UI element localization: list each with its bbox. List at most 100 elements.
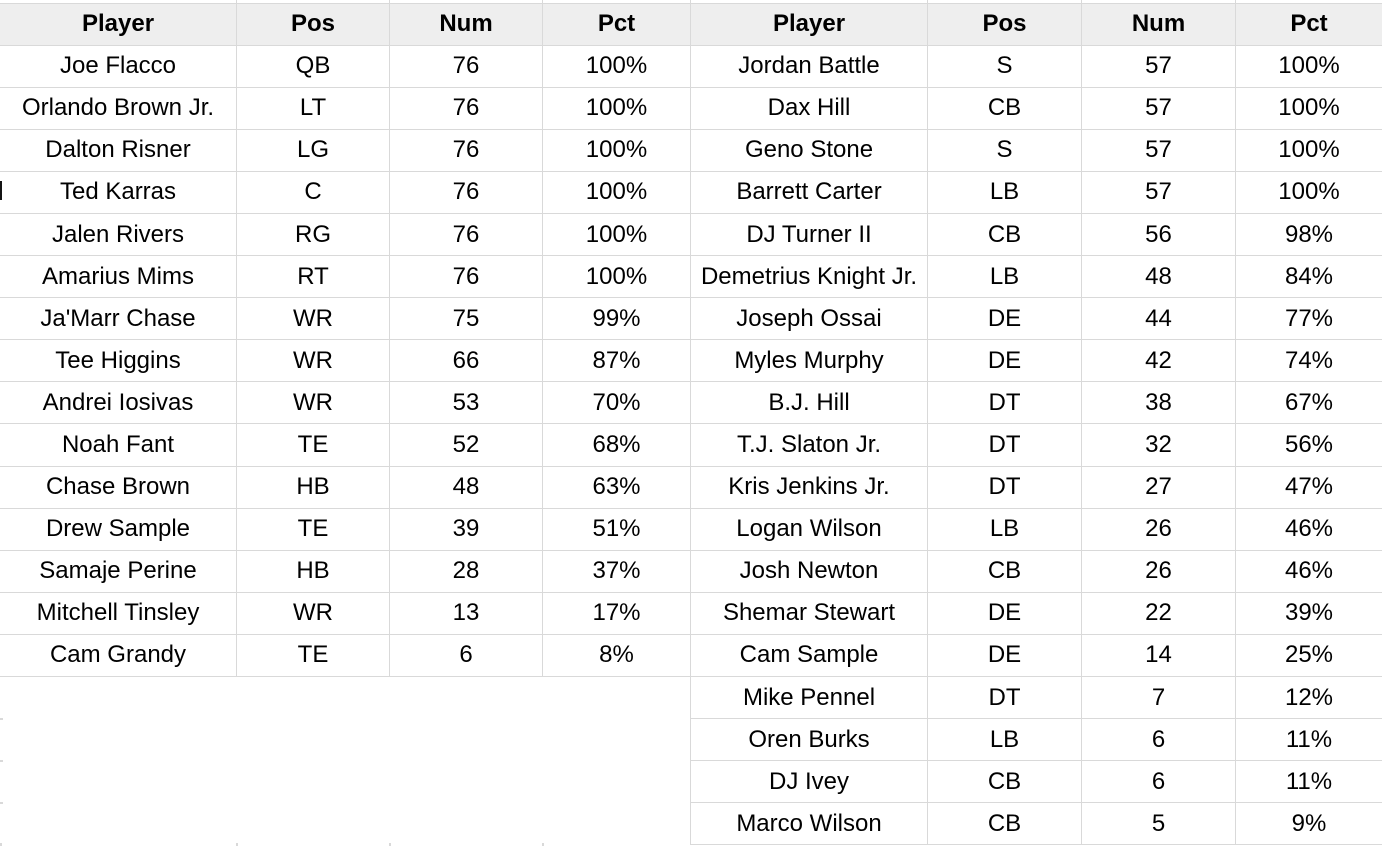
pct-cell[interactable]: 9% xyxy=(1291,809,1327,837)
pos-cell[interactable]: WR xyxy=(237,298,390,340)
pct-cell[interactable]: 46% xyxy=(1284,557,1334,585)
player-cell[interactable]: Tee Higgins xyxy=(0,340,237,382)
pos-cell[interactable]: S xyxy=(928,45,1082,87)
player-cell[interactable]: Cam Grandy xyxy=(0,634,237,676)
pct-cell[interactable]: 84% xyxy=(1284,262,1334,290)
player-cell[interactable]: Dax Hill xyxy=(691,87,928,129)
num-cell[interactable]: 6 xyxy=(390,634,543,676)
player-cell[interactable]: Noah Fant xyxy=(0,424,237,466)
pos-cell[interactable]: LT xyxy=(237,87,390,129)
num-cell[interactable]: 7 xyxy=(1082,677,1236,719)
num-cell[interactable]: 57 xyxy=(1082,129,1236,171)
pct-cell[interactable]: 100% xyxy=(1278,94,1340,122)
player-cell[interactable]: Myles Murphy xyxy=(691,340,928,382)
pct-cell[interactable]: 87% xyxy=(592,346,641,374)
num-cell[interactable]: 57 xyxy=(1082,171,1236,213)
pos-cell[interactable]: LB xyxy=(928,256,1082,298)
pos-cell[interactable]: DT xyxy=(928,382,1082,424)
pct-cell[interactable]: 100% xyxy=(585,262,648,290)
pos-cell[interactable]: TE xyxy=(237,634,390,676)
pos-cell[interactable]: HB xyxy=(237,550,390,592)
player-cell[interactable]: Mitchell Tinsley xyxy=(0,592,237,634)
pct-cell[interactable]: 99% xyxy=(592,304,641,332)
pos-cell[interactable]: CB xyxy=(928,550,1082,592)
pos-cell[interactable]: RT xyxy=(237,256,390,298)
player-cell[interactable]: Jordan Battle xyxy=(691,45,928,87)
player-cell[interactable]: DJ Turner II xyxy=(691,213,928,256)
pct-cell[interactable]: 8% xyxy=(599,641,634,669)
pos-cell[interactable]: CB xyxy=(928,213,1082,256)
pct-cell[interactable]: 25% xyxy=(1284,641,1334,669)
pct-cell[interactable]: 100% xyxy=(585,220,648,248)
pct-cell[interactable]: 100% xyxy=(585,136,648,164)
pos-cell[interactable]: WR xyxy=(237,340,390,382)
pct-cell[interactable]: 17% xyxy=(592,599,641,627)
header-num[interactable]: Num xyxy=(1082,3,1236,45)
player-cell[interactable]: Drew Sample xyxy=(0,508,237,550)
pct-cell[interactable]: 47% xyxy=(1284,473,1334,501)
num-cell[interactable]: 28 xyxy=(390,550,543,592)
pos-cell[interactable]: HB xyxy=(237,466,390,508)
pct-cell[interactable]: 74% xyxy=(1284,346,1334,374)
pct-cell[interactable]: 67% xyxy=(1284,388,1334,416)
player-cell[interactable]: Orlando Brown Jr. xyxy=(0,87,237,129)
num-cell[interactable]: 38 xyxy=(1082,382,1236,424)
pct-cell[interactable]: 100% xyxy=(1278,52,1340,80)
num-cell[interactable]: 22 xyxy=(1082,592,1236,634)
num-cell[interactable]: 32 xyxy=(1082,424,1236,466)
header-num[interactable]: Num xyxy=(390,3,543,45)
num-cell[interactable]: 76 xyxy=(390,129,543,171)
pos-cell[interactable]: WR xyxy=(237,592,390,634)
player-cell[interactable]: Joe Flacco xyxy=(0,45,237,87)
num-cell[interactable]: 26 xyxy=(1082,550,1236,592)
player-cell[interactable]: Joseph Ossai xyxy=(691,298,928,340)
player-cell[interactable]: Ja'Marr Chase xyxy=(0,298,237,340)
pos-cell[interactable]: LG xyxy=(237,129,390,171)
player-cell[interactable]: Demetrius Knight Jr. xyxy=(691,256,928,298)
pct-cell[interactable]: 63% xyxy=(592,473,641,501)
player-cell[interactable]: Dalton Risner xyxy=(0,129,237,171)
num-cell[interactable]: 42 xyxy=(1082,340,1236,382)
num-cell[interactable]: 52 xyxy=(390,424,543,466)
pct-cell[interactable]: 68% xyxy=(592,430,641,458)
player-cell[interactable]: Barrett Carter xyxy=(691,171,928,213)
player-cell[interactable]: Amarius Mims xyxy=(0,256,237,298)
pos-cell[interactable]: CB xyxy=(928,761,1082,803)
header-player[interactable]: Player xyxy=(0,3,237,45)
header-pct[interactable]: Pct xyxy=(1236,3,1382,45)
num-cell[interactable]: 76 xyxy=(390,87,543,129)
player-cell[interactable]: Oren Burks xyxy=(691,719,928,761)
pos-cell[interactable]: S xyxy=(928,129,1082,171)
num-cell[interactable]: 75 xyxy=(390,298,543,340)
num-cell[interactable]: 48 xyxy=(1082,256,1236,298)
player-cell[interactable]: Samaje Perine xyxy=(0,550,237,592)
player-cell[interactable]: T.J. Slaton Jr. xyxy=(691,424,928,466)
pct-cell[interactable]: 77% xyxy=(1284,304,1334,332)
player-cell[interactable]: Andrei Iosivas xyxy=(0,382,237,424)
player-cell[interactable]: DJ Ivey xyxy=(691,761,928,803)
player-cell[interactable]: Mike Pennel xyxy=(691,677,928,719)
player-cell[interactable]: Josh Newton xyxy=(691,550,928,592)
pos-cell[interactable]: LB xyxy=(928,171,1082,213)
pos-cell[interactable]: DE xyxy=(928,634,1082,676)
player-cell[interactable]: Geno Stone xyxy=(691,129,928,171)
pos-cell[interactable]: CB xyxy=(928,87,1082,129)
header-player[interactable]: Player xyxy=(691,3,928,45)
num-cell[interactable]: 76 xyxy=(390,171,543,213)
pos-cell[interactable]: LB xyxy=(928,508,1082,550)
num-cell[interactable]: 6 xyxy=(1082,761,1236,803)
pct-cell[interactable]: 12% xyxy=(1284,683,1334,711)
num-cell[interactable]: 76 xyxy=(390,45,543,87)
num-cell[interactable]: 48 xyxy=(390,466,543,508)
pos-cell[interactable]: DT xyxy=(928,424,1082,466)
pct-cell[interactable]: 100% xyxy=(585,178,648,206)
num-cell[interactable]: 13 xyxy=(390,592,543,634)
pos-cell[interactable]: DE xyxy=(928,592,1082,634)
num-cell[interactable]: 26 xyxy=(1082,508,1236,550)
num-cell[interactable]: 14 xyxy=(1082,634,1236,676)
pos-cell[interactable]: TE xyxy=(237,508,390,550)
pct-cell[interactable]: 100% xyxy=(585,94,648,122)
num-cell[interactable]: 27 xyxy=(1082,466,1236,508)
pct-cell[interactable]: 11% xyxy=(1285,725,1333,753)
pct-cell[interactable]: 37% xyxy=(592,557,641,585)
